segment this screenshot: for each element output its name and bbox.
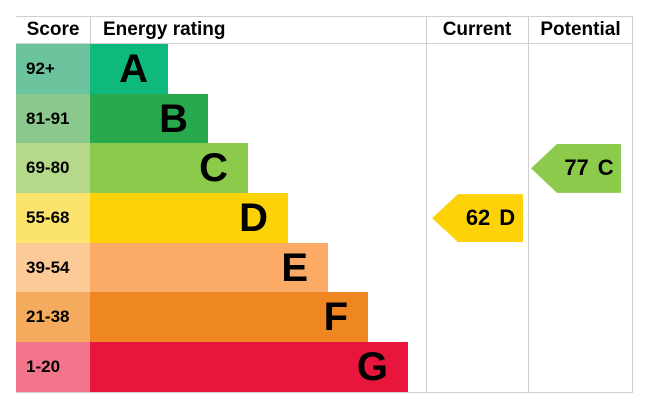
table-header: Score Energy rating Current Potential [16, 17, 633, 43]
potential-letter: C [597, 155, 614, 181]
band-letter: A [119, 46, 148, 91]
potential-value: 77 [564, 155, 589, 181]
band-letter: F [323, 295, 348, 340]
band-letter: B [159, 96, 188, 141]
score-cell: 1-20 [16, 342, 90, 392]
current-column-divider [426, 16, 427, 393]
band-row-f: 21-38 F [16, 292, 633, 343]
band-bar: F [90, 292, 368, 343]
score-cell: 81-91 [16, 93, 90, 144]
band-row-b: 81-91 B [16, 93, 633, 144]
band-letter: G [356, 344, 388, 389]
header-potential: Potential [540, 19, 621, 40]
band-bar: B [90, 93, 208, 144]
band-letter: C [199, 146, 228, 191]
top-border-line [16, 16, 633, 17]
current-letter: D [499, 205, 516, 231]
band-letter: D [239, 195, 268, 240]
band-rows: 92+ A 81-91 B 69-80 C 55-68 D [16, 44, 633, 392]
score-cell: 92+ [16, 44, 90, 94]
chart-area: Score Energy rating Current Potential 92… [16, 16, 633, 393]
band-bar: C [90, 143, 248, 194]
band-row-c: 69-80 C [16, 143, 633, 194]
header-score: Score [26, 19, 80, 40]
band-bar: E [90, 242, 328, 293]
header-energy-rating: Energy rating [103, 19, 226, 40]
header-divider-line [16, 43, 633, 44]
band-row-d: 55-68 D [16, 193, 633, 243]
score-cell: 55-68 [16, 193, 90, 243]
band-row-a: 92+ A [16, 44, 633, 94]
score-cell: 69-80 [16, 143, 90, 194]
score-cell: 21-38 [16, 292, 90, 343]
score-cell: 39-54 [16, 242, 90, 293]
band-bar: D [90, 193, 288, 243]
band-bar: G [90, 342, 408, 392]
bottom-border-line [16, 392, 633, 393]
band-bar: A [90, 44, 168, 94]
right-border-line [632, 16, 633, 393]
band-row-g: 1-20 G [16, 342, 633, 392]
band-row-e: 39-54 E [16, 242, 633, 293]
band-letter: E [281, 245, 308, 290]
header-current: Current [442, 19, 512, 40]
score-column-divider [90, 17, 91, 43]
potential-column-divider [528, 16, 529, 393]
current-value: 62 [465, 205, 491, 231]
